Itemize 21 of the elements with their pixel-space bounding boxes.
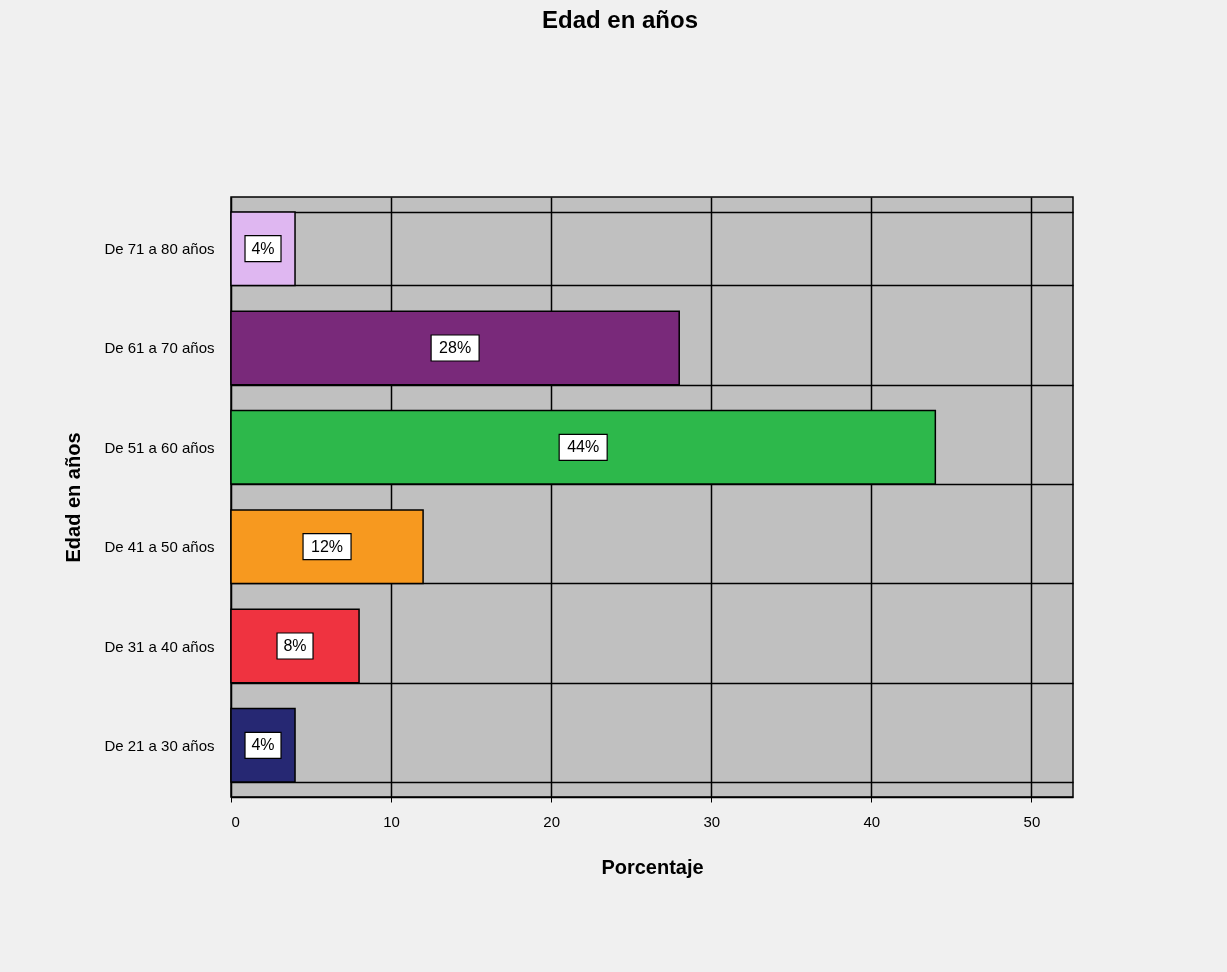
y-tick-label: De 51 a 60 años: [104, 438, 215, 456]
y-tick-label: De 71 a 80 años: [104, 240, 215, 258]
data-label: 8%: [283, 637, 307, 655]
data-label: 44%: [567, 438, 600, 456]
data-label: 28%: [439, 338, 472, 356]
x-tick-label: 20: [543, 812, 560, 830]
y-tick-label: De 31 a 40 años: [104, 637, 215, 655]
data-label: 4%: [251, 736, 275, 754]
x-tick-label: 40: [863, 812, 881, 830]
x-tick-label: 50: [1023, 812, 1041, 830]
data-label: 12%: [311, 537, 344, 555]
x-tick-label: 10: [383, 812, 400, 830]
y-tick-label: De 61 a 70 años: [104, 339, 215, 357]
y-tick-label: De 41 a 50 años: [104, 538, 215, 556]
data-label: 4%: [251, 239, 275, 257]
y-axis-title: Edad en años: [62, 432, 85, 563]
x-axis-title: Porcentaje: [601, 855, 704, 878]
y-tick-label: De 21 a 30 años: [104, 736, 215, 754]
x-tick-label: 0: [231, 812, 240, 830]
chart-title: Edad en años: [541, 6, 699, 33]
x-tick-label: 30: [703, 812, 721, 830]
